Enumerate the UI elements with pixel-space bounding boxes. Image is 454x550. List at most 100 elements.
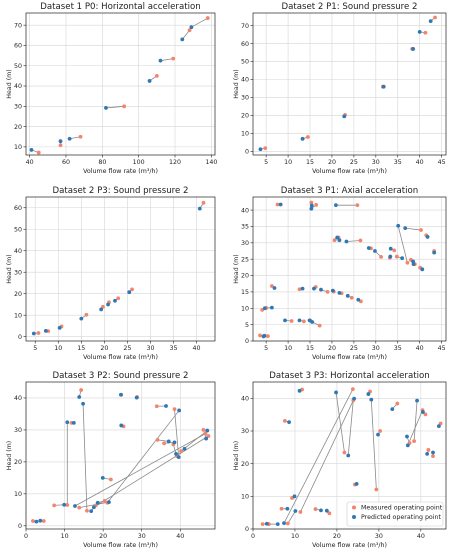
measured-point xyxy=(266,334,270,338)
measured-point xyxy=(31,519,35,523)
x-tick-label: 35 xyxy=(394,159,402,166)
predicted-point xyxy=(258,147,263,152)
y-tick-label: 60 xyxy=(14,43,22,50)
x-tick-label: 30 xyxy=(372,159,380,166)
measured-point xyxy=(285,521,290,526)
measured-point xyxy=(85,508,89,513)
plot-area xyxy=(253,13,446,155)
y-tick-label: 10 xyxy=(241,305,249,312)
x-tick-label: 40 xyxy=(176,533,184,540)
measured-point xyxy=(58,143,63,148)
measured-point xyxy=(309,200,314,205)
measured-point xyxy=(162,441,166,446)
x-tick-label: 45 xyxy=(438,345,446,352)
pair-connector xyxy=(405,227,422,231)
predicted-point xyxy=(376,432,380,437)
x-tick-label: 35 xyxy=(170,345,178,352)
measured-point xyxy=(77,505,82,510)
x-tick-label: 5 xyxy=(264,345,268,352)
pair-connector xyxy=(74,433,206,507)
pair-connector xyxy=(407,409,423,446)
predicted-point xyxy=(180,37,185,42)
predicted-point xyxy=(264,521,269,526)
plot-area xyxy=(26,13,215,155)
predicted-point xyxy=(62,502,67,507)
x-tick-label: 20 xyxy=(100,345,108,352)
predicted-point xyxy=(34,519,39,524)
predicted-point xyxy=(292,494,297,499)
predicted-point xyxy=(352,396,357,401)
predicted-point xyxy=(287,420,291,425)
predicted-point xyxy=(337,238,342,243)
x-tick-label: 35 xyxy=(394,345,402,352)
x-tick-label: 10 xyxy=(61,533,69,540)
pair-connector xyxy=(107,410,180,504)
measured-point xyxy=(201,200,206,205)
pair-connector xyxy=(191,17,208,28)
plot-frame xyxy=(25,381,216,530)
y-tick-label: 20 xyxy=(14,124,22,131)
x-tick-label: 10 xyxy=(284,345,292,352)
predicted-point xyxy=(100,475,105,480)
measured-point xyxy=(282,418,287,423)
predicted-point xyxy=(58,139,63,144)
predicted-point xyxy=(176,455,181,459)
measured-point xyxy=(317,323,322,328)
plot-frame xyxy=(252,381,447,530)
measured-point xyxy=(350,387,355,392)
predicted-point xyxy=(319,287,323,292)
legend-predicted-marker xyxy=(352,515,356,519)
x-tick-label: 10 xyxy=(284,159,292,166)
predicted-point xyxy=(77,395,82,399)
measured-point xyxy=(279,506,284,511)
x-tick-label: 100 xyxy=(133,159,145,166)
y-tick-label: 50 xyxy=(241,59,249,66)
y-tick-label: 10 xyxy=(14,144,22,151)
predicted-point xyxy=(134,395,139,400)
plot-area xyxy=(26,197,215,341)
x-tick-label: 15 xyxy=(306,159,314,166)
x-tick-label: 40 xyxy=(416,345,424,352)
predicted-point xyxy=(113,298,117,303)
predicted-point xyxy=(261,334,266,339)
predicted-point xyxy=(428,19,433,23)
measured-point xyxy=(426,448,431,452)
pair-connector xyxy=(181,29,190,40)
predicted-point xyxy=(89,509,94,514)
x-tick-label: 0 xyxy=(251,533,255,540)
y-tick-label: 70 xyxy=(241,23,249,30)
x-tick-label: 40 xyxy=(26,159,34,166)
x-tick-label: 25 xyxy=(123,345,131,352)
predicted-point xyxy=(99,307,104,312)
predicted-point xyxy=(334,203,338,208)
measured-point xyxy=(358,238,363,243)
plot-frame xyxy=(25,196,216,342)
measured-point xyxy=(260,522,265,526)
predicted-point xyxy=(166,439,171,444)
plot-frame xyxy=(252,196,447,342)
measured-point xyxy=(412,439,417,444)
measured-point xyxy=(313,507,318,511)
y-tick-label: 60 xyxy=(14,205,22,212)
y-tick-label: 20 xyxy=(241,113,249,120)
y-axis-label: Head (m) xyxy=(233,69,240,99)
predicted-point xyxy=(172,440,177,445)
measured-point xyxy=(325,290,330,294)
x-axis-label: Volume flow rate (m³/h) xyxy=(83,168,158,175)
x-tick-label: 30 xyxy=(138,533,146,540)
predicted-point xyxy=(147,79,152,83)
predicted-point xyxy=(67,136,72,141)
y-tick-label: 40 xyxy=(241,396,249,403)
predicted-point xyxy=(65,420,70,425)
x-tick-label: 15 xyxy=(77,345,85,352)
predicted-point xyxy=(309,203,314,208)
measured-point xyxy=(201,428,206,432)
predicted-point xyxy=(366,392,371,396)
y-axis-label: Head (m) xyxy=(6,69,13,99)
predicted-point xyxy=(275,522,280,526)
y-axis-label: Head (m) xyxy=(6,254,13,284)
predicted-point xyxy=(403,226,408,230)
measured-point xyxy=(155,437,160,442)
y-tick-label: 5 xyxy=(245,322,249,329)
predicted-point xyxy=(38,518,43,523)
